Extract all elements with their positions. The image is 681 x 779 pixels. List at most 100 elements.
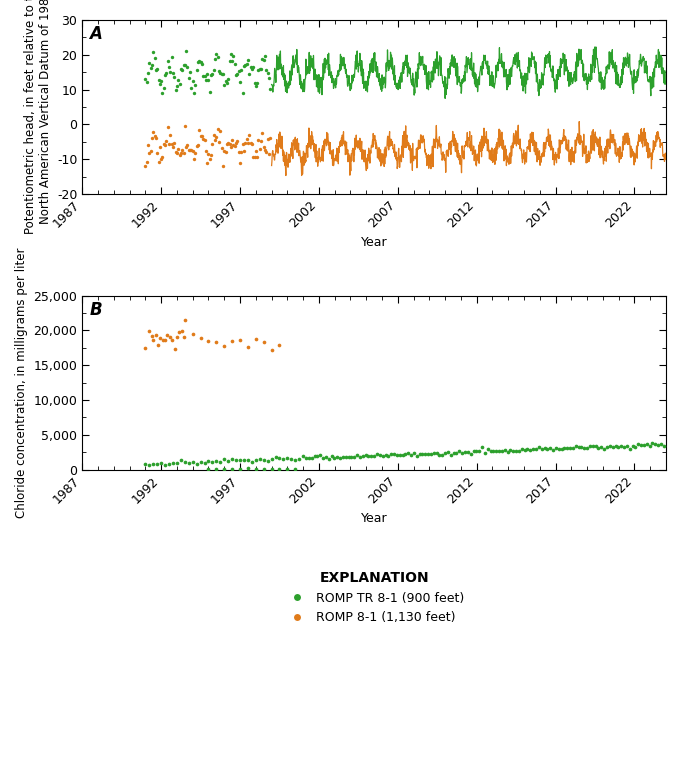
Point: [363, 450, 374, 463]
Point: [142, 67, 153, 79]
Point: [249, 151, 260, 164]
Point: [254, 143, 265, 155]
Point: [179, 456, 190, 468]
Point: [228, 50, 239, 62]
Point: [548, 443, 558, 456]
Point: [397, 449, 408, 462]
Point: [190, 147, 201, 160]
Point: [428, 446, 439, 459]
Point: [249, 77, 260, 90]
Point: [245, 61, 256, 73]
Point: [409, 447, 419, 460]
Point: [417, 447, 428, 460]
Point: [240, 137, 251, 150]
Point: [148, 334, 159, 347]
Point: [189, 86, 200, 99]
Point: [329, 452, 340, 464]
Point: [321, 451, 332, 464]
Point: [264, 148, 274, 160]
Point: [579, 442, 590, 454]
Point: [197, 133, 208, 146]
Point: [372, 448, 383, 460]
Point: [255, 63, 266, 76]
Point: [203, 147, 214, 160]
Point: [334, 452, 345, 464]
Point: [605, 439, 616, 452]
Point: [349, 450, 360, 463]
Point: [317, 451, 328, 464]
Point: [610, 439, 621, 452]
Point: [172, 147, 183, 160]
Point: [219, 145, 229, 157]
Point: [253, 134, 264, 146]
Point: [219, 453, 229, 466]
Point: [290, 463, 301, 475]
Point: [593, 442, 604, 454]
Point: [659, 439, 669, 452]
Text: B: B: [89, 301, 102, 319]
Point: [652, 439, 663, 451]
Point: [172, 456, 183, 469]
Point: [168, 456, 178, 469]
Point: [187, 145, 198, 157]
Point: [202, 157, 212, 170]
Point: [622, 439, 633, 452]
Point: [248, 150, 259, 163]
Point: [251, 80, 262, 93]
Point: [262, 67, 273, 79]
Point: [587, 440, 598, 453]
Point: [234, 76, 245, 88]
Point: [266, 453, 277, 466]
Point: [266, 344, 277, 357]
Point: [627, 439, 638, 452]
Point: [168, 67, 178, 79]
Point: [166, 51, 177, 64]
Point: [274, 463, 285, 475]
Point: [559, 442, 570, 454]
Point: [217, 68, 228, 80]
Point: [219, 340, 229, 352]
Point: [223, 137, 234, 150]
Point: [170, 83, 181, 96]
Point: [375, 449, 385, 461]
Point: [182, 60, 193, 72]
Point: [180, 45, 191, 58]
Point: [152, 147, 163, 160]
Y-axis label: Chloride concentration, in milligrams per liter: Chloride concentration, in milligrams pe…: [15, 248, 28, 518]
Point: [169, 137, 180, 150]
X-axis label: Year: Year: [361, 236, 387, 249]
Point: [211, 463, 222, 475]
Point: [173, 143, 184, 155]
Point: [315, 449, 326, 461]
Point: [576, 441, 587, 453]
Point: [187, 327, 198, 340]
Point: [216, 142, 227, 154]
Point: [423, 448, 434, 460]
Point: [221, 137, 232, 150]
Point: [633, 438, 644, 450]
Point: [148, 457, 159, 470]
Point: [258, 140, 269, 153]
Point: [177, 64, 188, 76]
Point: [650, 438, 661, 450]
Point: [200, 145, 211, 157]
Point: [499, 444, 510, 456]
Point: [176, 63, 187, 76]
Point: [174, 326, 185, 339]
Point: [270, 451, 281, 464]
Point: [164, 331, 175, 344]
Point: [582, 442, 592, 455]
Point: [193, 139, 204, 151]
Point: [247, 62, 257, 75]
Point: [172, 79, 183, 92]
Point: [630, 441, 641, 453]
Point: [211, 131, 222, 143]
Point: [145, 62, 156, 75]
Point: [211, 336, 222, 348]
Point: [590, 439, 601, 452]
Point: [199, 70, 210, 83]
Point: [556, 442, 567, 455]
Point: [462, 446, 473, 458]
Point: [206, 149, 217, 161]
Point: [231, 453, 242, 466]
